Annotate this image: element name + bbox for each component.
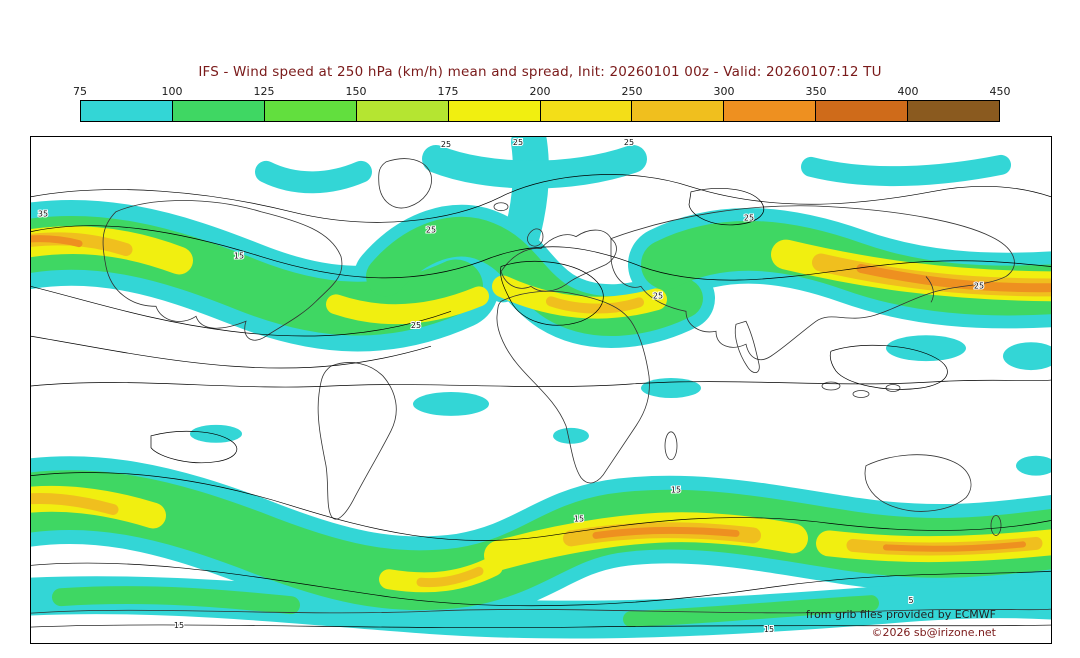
contour-label: 25: [441, 140, 451, 149]
contour-label: 25: [426, 226, 436, 235]
map-credits: from grib files provided by ECMWF ©2026 …: [806, 608, 997, 639]
contour-label: 35: [38, 210, 48, 219]
colorbar-segment: [908, 101, 1000, 121]
colorbar-segment: [816, 101, 909, 121]
contour-label: 15: [234, 252, 244, 261]
contour-label: 5: [908, 596, 913, 605]
colorbar-segment: [172, 101, 265, 121]
contour-label: 15: [764, 625, 774, 634]
colorbar-tick-label: 175: [437, 85, 459, 98]
colorbar-tick-label: 100: [161, 85, 183, 98]
contour-label: 15: [574, 514, 584, 523]
colorbar-segment: [540, 101, 633, 121]
contour-label: 25: [411, 321, 421, 330]
colorbar-scale: [80, 100, 1000, 122]
colorbar-segment: [724, 101, 817, 121]
world-wind-map: 25 25 25 35 25 25 25 25 25 15 15 15 5 15 15 from grib …: [31, 137, 1051, 639]
colorbar-tick-label: 75: [73, 85, 87, 98]
colorbar-tick-label: 125: [253, 85, 275, 98]
map-frame: 25 25 25 35 25 25 25 25 25 15 15 15 5 15 15 from grib …: [30, 136, 1052, 644]
colorbar-segment: [264, 101, 357, 121]
colorbar-tick-label: 200: [529, 85, 551, 98]
copyright-text: ©2026 sb@irizone.net: [871, 626, 996, 639]
colorbar: 75 100 125 150 175 200 250 300 350 400 450: [73, 85, 1011, 122]
contour-label: 15: [671, 486, 681, 495]
chart-title: IFS - Wind speed at 250 hPa (km/h) mean …: [198, 64, 882, 80]
contour-label: 25: [513, 138, 523, 147]
colorbar-tick-label: 350: [805, 85, 827, 98]
contour-label: 25: [653, 291, 663, 300]
contour-label: 15: [174, 621, 184, 630]
contour-labels: 25 25 25 35 25 25 25 25 25 15 15 15 5 15 15: [37, 137, 985, 635]
colorbar-segment: [81, 101, 173, 121]
contour-label: 25: [974, 281, 984, 290]
contour-label: 25: [744, 214, 754, 223]
colorbar-segment: [356, 101, 449, 121]
ecmwf-credit-text: from grib files provided by ECMWF: [806, 608, 996, 621]
colorbar-tick-label: 450: [989, 85, 1011, 98]
colorbar-tick-label: 300: [713, 85, 735, 98]
colorbar-segment: [448, 101, 541, 121]
spread-contours: [31, 174, 1051, 629]
wind-speed-fills: [31, 137, 1051, 639]
contour-label: 25: [624, 138, 634, 147]
coastlines: [31, 158, 1051, 614]
colorbar-tick-label: 250: [621, 85, 643, 98]
colorbar-tick-row: 75 100 125 150 175 200 250 300 350 400 450: [73, 85, 1011, 98]
colorbar-segment: [632, 101, 725, 121]
colorbar-tick-label: 400: [897, 85, 919, 98]
colorbar-tick-label: 150: [345, 85, 367, 98]
